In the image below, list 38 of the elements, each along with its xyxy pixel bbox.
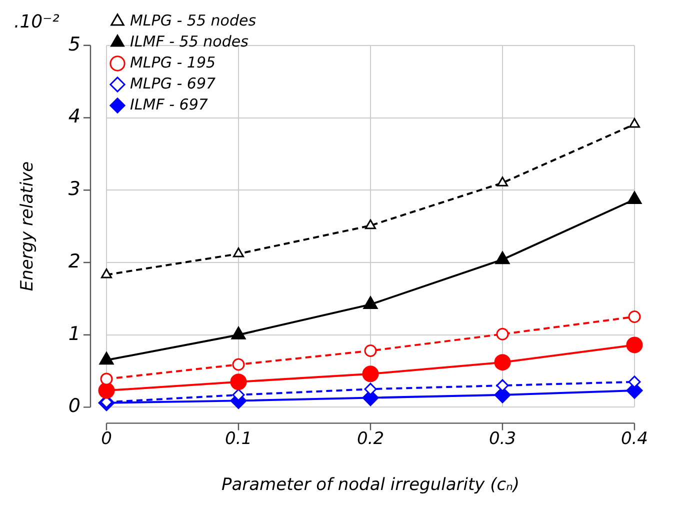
x-tick-label: 0 (101, 428, 112, 449)
point (364, 219, 376, 230)
point (495, 251, 510, 264)
legend-label: MLPG - 55 nodes (130, 11, 256, 30)
x-tick-label: 0.4 (620, 428, 648, 449)
y-tick-label: 1 (68, 322, 80, 345)
point (100, 268, 112, 278)
y-tick-label: 0 (68, 395, 80, 418)
point (628, 118, 640, 128)
point (362, 366, 379, 382)
y-tick-label: 4 (68, 106, 80, 128)
point (230, 374, 247, 390)
x-axis-title: Parameter of nodal irregularity (cₙ) (221, 475, 520, 496)
point (627, 191, 642, 204)
point (231, 326, 246, 340)
y-tick-label: 3 (68, 178, 80, 200)
y-tick-label: 2 (68, 250, 80, 272)
point (232, 358, 245, 371)
x-tick-label: 0.2 (356, 428, 384, 449)
point (496, 328, 509, 340)
point (100, 372, 113, 386)
y-tick-label: 5 (68, 33, 80, 56)
point (363, 296, 378, 309)
legend-label: MLPG - 697 (130, 74, 216, 92)
point (496, 176, 508, 186)
x-tick-label: 0.3 (488, 428, 516, 449)
point (626, 336, 643, 354)
legend-label: ILMF - 55 nodes (130, 32, 249, 50)
legend-label: ILMF - 697 (130, 95, 208, 114)
point (98, 382, 115, 399)
point (364, 344, 377, 358)
text: .10⁻² (14, 12, 60, 33)
y-axis-title: Energy relative (18, 161, 38, 292)
legend-label: MLPG - 195 (130, 53, 216, 72)
x-tick-label: 0.1 (224, 428, 252, 449)
point (494, 354, 511, 371)
point (232, 248, 244, 258)
point (628, 310, 641, 323)
